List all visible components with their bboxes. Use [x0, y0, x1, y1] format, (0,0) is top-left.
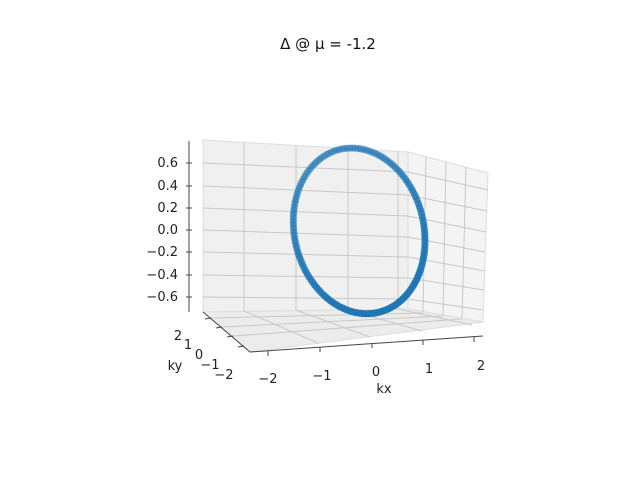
ky-tick-label: −2: [214, 368, 233, 383]
kx-axis-label: kx: [376, 382, 392, 397]
ky-tick-label: 1: [184, 338, 192, 353]
z-tick-label: −0.4: [146, 268, 178, 283]
ky-tick-labels: 2 1 0 −1 −2: [174, 329, 234, 383]
ky-tick-marks: [204, 317, 245, 348]
pane-back: [202, 139, 409, 313]
kx-tick-label: 2: [477, 359, 485, 374]
z-tick-label: 0.2: [157, 201, 178, 216]
kx-tick-label: −1: [312, 369, 331, 384]
grid-floor: [210, 308, 473, 344]
ky-tick-label: 0: [195, 348, 203, 363]
axes-lines: [188, 141, 484, 353]
z-tick-label: −0.2: [146, 245, 178, 260]
scatter-point: [385, 304, 393, 313]
ky-tick-label: −1: [200, 358, 219, 373]
z-tick-marks: [186, 162, 192, 298]
ky-axis-label: ky: [168, 359, 183, 374]
kx-tick-labels: −2 −1 0 1 2: [258, 359, 485, 387]
z-tick-label: 0.4: [157, 179, 178, 194]
z-tick-label: 0.0: [157, 223, 178, 238]
kx-tick-label: −2: [258, 372, 277, 387]
kx-tick-label: 0: [372, 365, 380, 380]
z-tick-labels: 0.6 0.4 0.2 0.0 −0.2 −0.4 −0.6: [146, 156, 178, 305]
ky-tick-label: 2: [174, 329, 182, 344]
kx-tick-label: 1: [425, 362, 433, 377]
pane-right: [407, 151, 489, 323]
grid-back: [202, 142, 409, 311]
scatter-points: [289, 144, 429, 318]
kx-tick-marks: [267, 337, 475, 356]
chart-title: Δ @ μ = -1.2: [280, 35, 376, 53]
z-tick-label: −0.6: [146, 290, 178, 305]
z-tick-label: 0.6: [157, 156, 178, 171]
